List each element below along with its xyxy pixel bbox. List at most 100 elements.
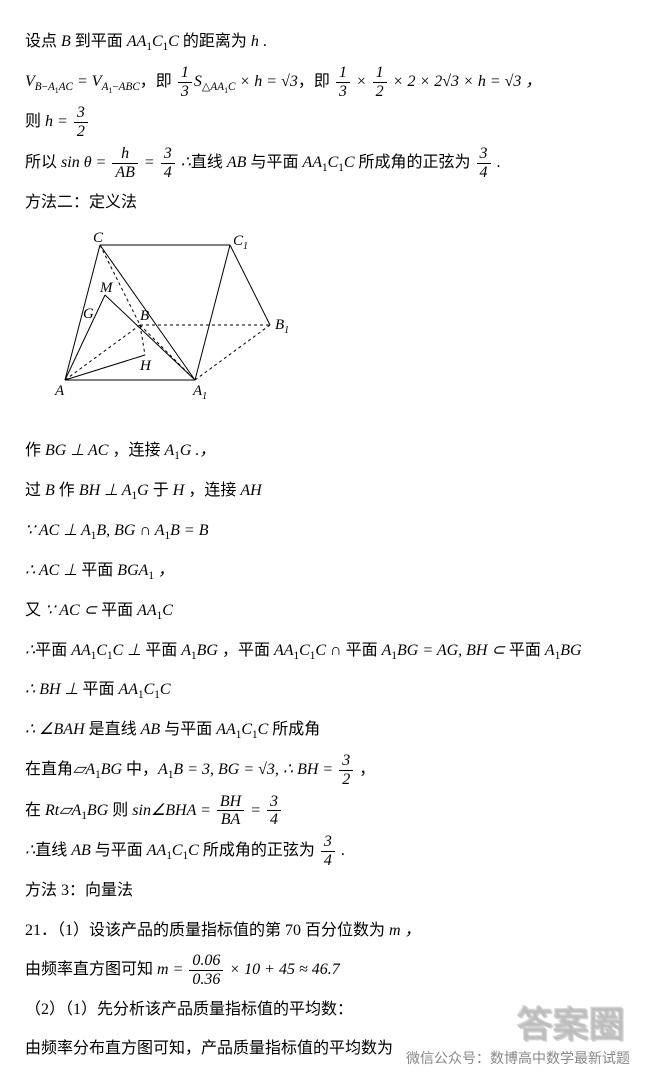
math: A1BG = AG, BH ⊂ xyxy=(382,642,505,659)
text: 与平面 xyxy=(246,154,302,171)
line-method3: 方法 3：向量法 xyxy=(25,873,625,908)
math: AA1C1C ∩ xyxy=(274,642,342,659)
math-vol: VB−A1AC = VA1−ABC xyxy=(25,73,140,90)
math: × 2 × 2√3 × h = √3 ， xyxy=(389,73,542,90)
text: 到平面 xyxy=(71,33,127,50)
text: 直线 xyxy=(191,154,227,171)
text: 平面 xyxy=(505,642,545,659)
diagram-svg: C C1 M G B B1 H A A1 xyxy=(45,230,305,400)
geometry-diagram: C C1 M G B B1 H A A1 xyxy=(45,230,625,413)
math: A1BG xyxy=(545,642,582,659)
line-16: 在 Rt▱A1BG 则 sin∠BHA = BHBA = 34 xyxy=(25,793,625,829)
frac-13a: 13 xyxy=(178,64,192,100)
math: A1G .， xyxy=(164,442,215,459)
line-1: 设点 B 到平面 AA1C1C 的距离为 h . xyxy=(25,24,625,60)
frac-34b: 34 xyxy=(477,145,491,181)
line-7: 作 BG ⊥ AC ，连接 A1G .， xyxy=(25,433,625,469)
text: 在 xyxy=(25,802,45,819)
text: 直线 xyxy=(35,842,71,859)
math: m ， xyxy=(389,922,421,939)
text: 所成角 xyxy=(268,721,320,738)
math: × xyxy=(352,73,371,90)
math: AB xyxy=(227,154,247,171)
math: A1BG xyxy=(181,642,218,659)
text: 平面 xyxy=(78,681,118,698)
math: S△AA1C × h = √3 xyxy=(194,73,298,90)
math: AB xyxy=(141,721,161,738)
math: ∴ BH ⊥ xyxy=(25,681,78,698)
text: 21．（1）设该产品的质量指标值的第 70 百分位数为 xyxy=(25,922,389,939)
line-17: ∴直线 AB 与平面 AA1C1C 所成角的正弦为 34 . xyxy=(25,833,625,869)
line-20: 由频率直方图可知 m = 0.060.36 × 10 + 45 ≈ 46.7 xyxy=(25,952,625,988)
math: ∴ AC ⊥ xyxy=(25,562,77,579)
line-13: ∴ BH ⊥ 平面 AA1C1C xyxy=(25,672,625,708)
math-plane: AA1C1C xyxy=(127,33,179,50)
text: 则 xyxy=(108,802,132,819)
text: 于 xyxy=(149,482,173,499)
math: A1B = 3, BG = √3, ∴ BH = xyxy=(158,761,337,778)
line-9: ∵ AC ⊥ A1B, BG ∩ A1B = B xyxy=(25,513,625,549)
footer-source: 微信公众号：数博高中数学最新试题 xyxy=(406,1045,630,1076)
text: ，连接 xyxy=(184,482,240,499)
line-2: VB−A1AC = VA1−ABC，即 13S△AA1C × h = √3，即 … xyxy=(25,64,625,100)
frac-12: 12 xyxy=(373,64,387,100)
label-A: A xyxy=(54,383,65,399)
math: AA1C1C xyxy=(147,842,199,859)
frac-006: 0.060.36 xyxy=(189,952,223,988)
text: 平面 xyxy=(35,642,71,659)
line-11: 又 ∵ AC ⊂ 平面 AA1C xyxy=(25,593,625,629)
math: ▱A1BG xyxy=(73,761,122,778)
label-C1: C1 xyxy=(233,233,248,252)
text: 中， xyxy=(122,761,158,778)
math: ∴ xyxy=(25,642,35,659)
text: 由频率直方图可知 xyxy=(25,961,157,978)
math: ∴ ∠BAH xyxy=(25,721,85,738)
text: 与平面 xyxy=(160,721,216,738)
text: ，即 xyxy=(140,73,176,90)
line-12: ∴平面 AA1C1C ⊥ 平面 A1BG ，平面 AA1C1C ∩ 平面 A1B… xyxy=(25,633,625,669)
line-14: ∴ ∠BAH 是直线 AB 与平面 AA1C1C 所成角 xyxy=(25,712,625,748)
math: BG ⊥ AC xyxy=(45,442,108,459)
text: 平面 xyxy=(141,642,181,659)
text: 与平面 xyxy=(91,842,147,859)
math: h = xyxy=(45,113,72,130)
math-h: h xyxy=(251,33,259,50)
label-H: H xyxy=(139,358,152,374)
math: × 10 + 45 ≈ 46.7 xyxy=(225,961,339,978)
line-method2: 方法二：定义法 xyxy=(25,185,625,220)
text: 平面 xyxy=(97,602,137,619)
label-G: G xyxy=(83,306,94,322)
math: BGA1 ， xyxy=(117,562,174,579)
text: 是直线 xyxy=(85,721,141,738)
math: AA1C1C ⊥ xyxy=(71,642,141,659)
text: 作 xyxy=(25,442,45,459)
text: ，平面 xyxy=(218,642,274,659)
math: AA1C1C xyxy=(216,721,268,738)
text: 过 xyxy=(25,482,45,499)
math: ∵ AC ⊥ A1B, BG ∩ A1B = B xyxy=(25,522,208,539)
frac-13b: 13 xyxy=(336,64,350,100)
frac-32: 32 xyxy=(74,104,88,140)
math: ∵ AC ⊂ xyxy=(45,602,97,619)
text: 所成角的正弦为 xyxy=(199,842,319,859)
line-15: 在直角▱A1BG 中，A1B = 3, BG = √3, ∴ BH = 32 ， xyxy=(25,752,625,788)
math: = xyxy=(246,802,265,819)
text: ，连接 xyxy=(108,442,164,459)
math: AB xyxy=(71,842,91,859)
frac-hAB: hAB xyxy=(112,145,138,181)
frac-32b: 32 xyxy=(339,752,353,788)
line-3: 则 h = 32 xyxy=(25,104,625,140)
label-B: B xyxy=(140,308,149,324)
math: AA1C1C xyxy=(118,681,170,698)
math: ∴ xyxy=(25,842,35,859)
math: ∴ xyxy=(177,154,191,171)
math: AA1C xyxy=(137,602,173,619)
math: Rt▱A1BG xyxy=(45,802,108,819)
text: 所成角的正弦为 xyxy=(355,154,475,171)
line-10: ∴ AC ⊥ 平面 BGA1 ， xyxy=(25,553,625,589)
math: sin∠BHA = xyxy=(132,802,215,819)
line-19: 21．（1）设该产品的质量指标值的第 70 百分位数为 m ， xyxy=(25,913,625,948)
text: 在直角 xyxy=(25,761,73,778)
math: H xyxy=(173,482,185,499)
label-C: C xyxy=(93,230,104,246)
